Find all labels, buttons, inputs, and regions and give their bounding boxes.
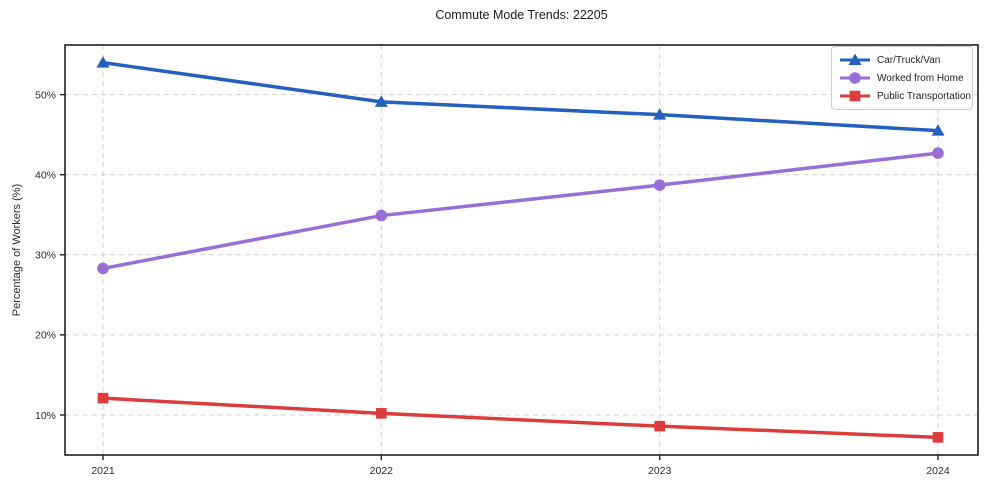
legend-sample-circle-marker [849, 72, 861, 84]
chart-title: Commute Mode Trends: 22205 [435, 8, 608, 22]
y-tick-label: 40% [35, 170, 56, 182]
plot-frame [64, 44, 979, 456]
series-public-transportation-square-marker [97, 392, 109, 404]
legend-line-square-icon [840, 90, 870, 102]
legend-item-public-transportation: Public Transportation [839, 87, 971, 105]
legend-label: Public Transportation [877, 90, 971, 102]
series-line-car-truck-van [101, 60, 940, 133]
series-car-truck-van-triangle-marker [653, 108, 667, 120]
series-car-truck-van-triangle-marker [96, 56, 110, 68]
series-line-public-transportation [101, 396, 940, 440]
legend-item-worked-from-home: Worked from Home [839, 69, 964, 87]
series-worked-from-home-circle-marker [375, 209, 388, 222]
x-tick-label: 2023 [648, 465, 672, 477]
chart-legend: Car/Truck/Van Worked from Home Public Tr… [831, 46, 973, 110]
legend-label: Worked from Home [877, 72, 964, 84]
y-tick-label: 10% [35, 410, 56, 422]
y-tick-label: 30% [35, 250, 56, 262]
series-line-worked-from-home [101, 151, 940, 271]
legend-sample-triangle-marker [848, 54, 862, 65]
legend-item-car-truck-van: Car/Truck/Van [839, 51, 964, 69]
series-worked-from-home-circle-marker [932, 147, 944, 159]
legend-sample-square-marker [849, 90, 861, 102]
series-public-transportation-square-marker [932, 432, 944, 443]
series-car-truck-van-triangle-marker [931, 124, 945, 136]
legend-line-triangle-icon [840, 54, 870, 65]
legend-line-circle-icon [840, 72, 870, 84]
y-tick-label: 50% [35, 89, 56, 101]
x-tick-label: 2024 [926, 465, 950, 477]
legend-label: Car/Truck/Van [877, 54, 941, 66]
series-public-transportation-square-marker [376, 408, 387, 419]
x-tick-label: 2021 [91, 465, 115, 477]
y-tick-label: 20% [35, 330, 56, 342]
series-car-truck-van-triangle-marker [374, 95, 388, 107]
series-worked-from-home-circle-marker [97, 262, 109, 275]
series-public-transportation-square-marker [654, 420, 665, 432]
x-tick-label: 2022 [370, 465, 394, 477]
series-worked-from-home-circle-marker [653, 179, 666, 191]
